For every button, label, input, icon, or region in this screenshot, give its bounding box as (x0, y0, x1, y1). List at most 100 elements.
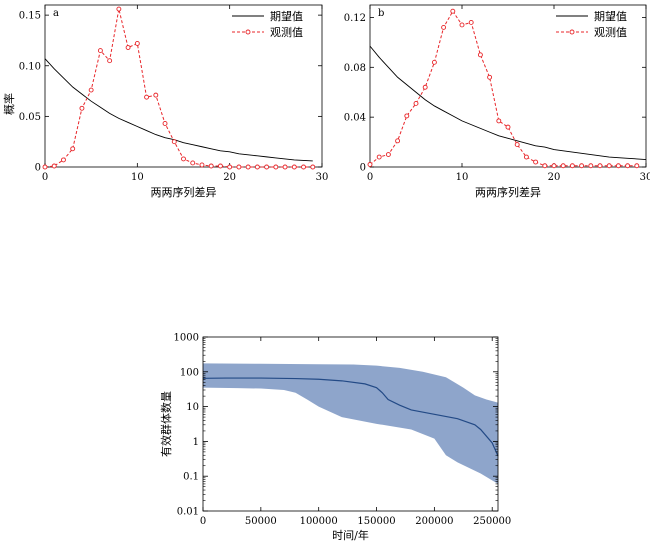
data-point (487, 74, 493, 80)
x-tick-label: 200000 (415, 516, 453, 527)
data-point (282, 164, 288, 170)
legend-entry: 观测值 (594, 26, 627, 39)
y-axis-label: 有效群体数量 (159, 391, 173, 457)
data-point (477, 52, 483, 58)
legend-marker (569, 29, 575, 35)
legend-entry: 观测值 (270, 26, 303, 39)
y-tick-label: 100 (180, 367, 199, 378)
data-point (385, 152, 391, 157)
data-point (376, 154, 382, 160)
data-point (236, 164, 242, 170)
plot-frame (369, 4, 647, 168)
data-point (551, 163, 557, 169)
legend-entry: 期望值 (270, 10, 303, 23)
x-tick-label: 0 (200, 516, 206, 527)
data-point (395, 138, 401, 144)
x-tick-label: 0 (42, 172, 48, 183)
data-point (468, 19, 474, 25)
data-point (310, 164, 316, 170)
panel-label: b (378, 8, 384, 19)
y-tick-label: 1000 (174, 333, 199, 344)
series-observed (42, 6, 316, 170)
data-point (190, 160, 196, 166)
data-point (70, 146, 76, 152)
y-tick-label: 0.01 (177, 507, 199, 518)
x-axis-label: 两两序列差异 (151, 185, 217, 199)
data-point (615, 163, 621, 169)
x-tick-label: 10 (456, 172, 469, 183)
data-point (301, 164, 306, 170)
x-tick-label: 10 (131, 172, 144, 183)
data-point (441, 24, 447, 30)
y-tick-label: 0 (35, 163, 41, 174)
data-point (217, 163, 223, 169)
data-point (153, 92, 159, 98)
y-tick-label: 0 (360, 163, 366, 174)
data-point (162, 121, 168, 126)
legend-entry: 期望值 (594, 10, 627, 23)
data-point (450, 8, 456, 14)
data-point (181, 156, 186, 162)
data-point (625, 163, 631, 169)
y-tick-label: 0.15 (19, 11, 41, 22)
y-tick-label: 0.04 (344, 113, 366, 124)
x-tick-label: 50000 (245, 516, 277, 527)
data-point (116, 6, 122, 12)
data-point (523, 154, 529, 160)
data-point (61, 157, 66, 163)
data-point (569, 163, 575, 169)
data-point (264, 164, 270, 170)
legend-marker (245, 29, 251, 35)
y-tick-label: 0.12 (344, 13, 366, 24)
series-expected (44, 58, 313, 162)
data-point (459, 22, 465, 28)
data-point (533, 159, 539, 165)
data-point (579, 163, 585, 169)
data-point (560, 163, 566, 169)
y-tick-label: 0.1 (183, 472, 199, 483)
series-observed (367, 8, 640, 169)
data-point (254, 164, 260, 170)
plot-frame (202, 336, 499, 512)
data-point (413, 100, 419, 106)
y-tick-label: 0.10 (19, 61, 41, 72)
data-point (107, 58, 113, 64)
data-point (634, 163, 640, 169)
data-point (125, 45, 131, 50)
data-point (79, 105, 85, 111)
x-axis-label: 时间/年 (332, 528, 369, 541)
confidence-band (203, 363, 498, 484)
y-tick-label: 1 (193, 437, 199, 448)
data-point (542, 163, 548, 169)
data-point (51, 163, 57, 169)
y-axis-label: 概率 (2, 93, 16, 115)
y-tick-label: 10 (186, 402, 199, 413)
data-point (588, 163, 594, 169)
data-point (97, 48, 103, 54)
data-point (606, 163, 612, 169)
x-tick-label: 20 (548, 172, 561, 183)
x-tick-label: 0 (367, 172, 373, 183)
x-tick-label: 20 (223, 172, 236, 183)
x-tick-label: 100000 (300, 516, 338, 527)
panel-population: 0 50000 100000 150000 200000 250000 0.01 0.1 1 10… (159, 333, 511, 541)
data-point (431, 59, 437, 65)
series-line (44, 58, 313, 162)
x-axis-label: 两两序列差异 (475, 185, 541, 199)
data-point (496, 118, 502, 124)
data-point (367, 162, 373, 167)
y-tick-label: 0.08 (344, 63, 366, 74)
x-tick-label: 250000 (473, 516, 511, 527)
data-point (597, 163, 603, 169)
data-point (208, 163, 214, 169)
data-point (514, 142, 520, 148)
data-point (245, 164, 251, 170)
data-point (171, 139, 177, 145)
series-expected (369, 45, 647, 160)
data-point (422, 84, 428, 90)
data-point (144, 94, 150, 100)
